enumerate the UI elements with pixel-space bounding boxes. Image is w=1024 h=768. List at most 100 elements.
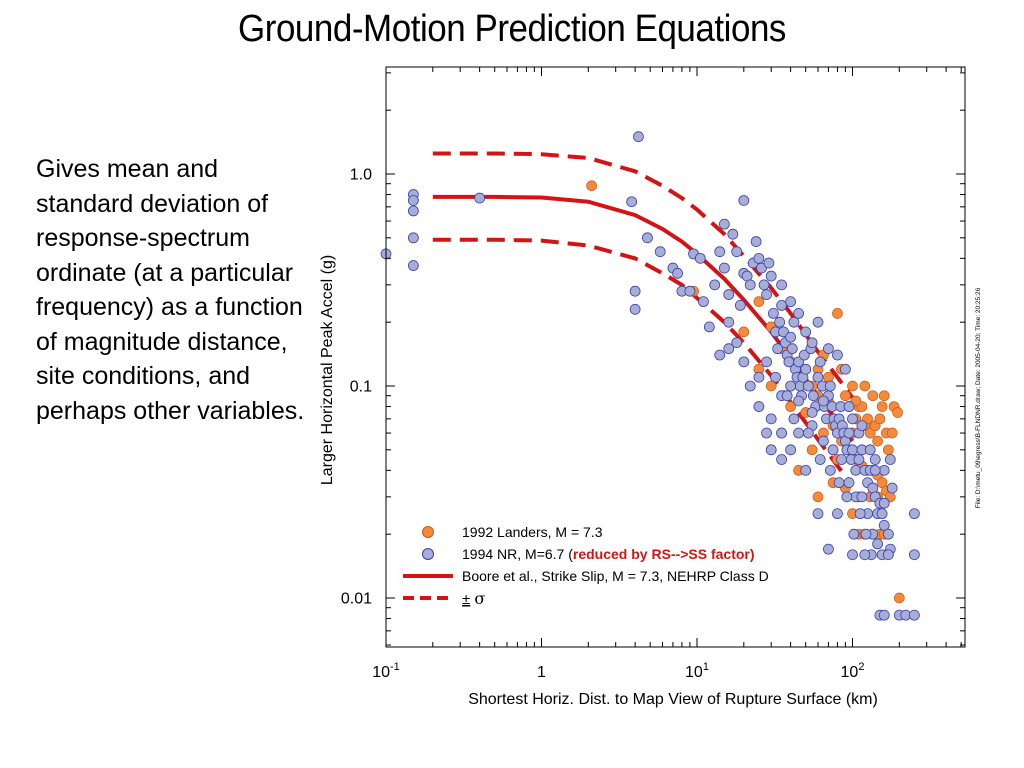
y-tick-label: 0.01: [341, 591, 372, 608]
nr-point: [793, 395, 804, 407]
nr-point: [878, 464, 890, 476]
landers-point: [859, 380, 871, 392]
landers-point: [882, 444, 894, 456]
x-tick-label: 10-1: [372, 661, 400, 681]
nr-point: [731, 337, 743, 349]
nr-point: [793, 356, 804, 368]
landers-point: [806, 444, 818, 456]
nr-point: [869, 454, 881, 465]
nr-point: [798, 349, 810, 361]
nr-point: [763, 257, 775, 269]
nr-point: [723, 316, 735, 328]
legend-sigma-symbol: σ: [474, 589, 485, 608]
nr-point: [884, 454, 896, 465]
x-tick-label-exponent: 1: [703, 661, 709, 673]
nr-point: [824, 464, 836, 476]
nr-point: [407, 205, 419, 217]
nr-point: [833, 477, 845, 489]
nr-point: [812, 316, 824, 328]
nr-point: [714, 349, 726, 361]
nr-point: [800, 326, 812, 338]
nr-point: [869, 464, 881, 476]
nr-point: [765, 270, 777, 282]
nr-point: [718, 262, 730, 274]
landers-point: [753, 296, 765, 307]
nr-point: [850, 464, 862, 476]
nr-point: [772, 343, 784, 355]
nr-point: [908, 609, 920, 621]
landers-point: [874, 413, 886, 425]
landers-point: [765, 380, 777, 392]
nr-point: [738, 356, 750, 368]
nr-point: [629, 285, 641, 297]
nr-point: [878, 520, 890, 531]
nr-point: [753, 371, 765, 383]
nr-point: [812, 371, 824, 383]
nr-point: [800, 464, 812, 476]
nr-point: [788, 316, 800, 328]
nr-point: [770, 371, 781, 383]
nr-point: [793, 427, 804, 439]
nr-point: [847, 413, 858, 425]
nr-point: [407, 260, 419, 271]
nr-point: [756, 262, 767, 274]
nr-point: [793, 308, 804, 319]
landers-point: [586, 180, 597, 192]
nr-point: [698, 296, 709, 308]
x-tick-label-base: 10: [372, 664, 390, 681]
nr-point: [788, 413, 800, 425]
nr-point: [744, 279, 756, 291]
x-tick-label-base: 1: [537, 664, 546, 681]
nr-point: [709, 279, 721, 291]
nr-point: [882, 528, 894, 540]
legend-nr-highlight: reduced by RS-->SS factor): [573, 546, 755, 562]
nr-point: [776, 279, 788, 291]
landers-point: [878, 390, 890, 402]
nr-point: [832, 508, 843, 520]
nr-point: [723, 289, 735, 300]
legend-nr-label: 1994 NR, M=6.7 (reduced by RS-->SS facto…: [462, 546, 755, 562]
nr-point: [864, 444, 876, 456]
nr-point: [843, 427, 855, 439]
legend-nr-marker: [422, 548, 434, 560]
nr-point: [785, 331, 797, 343]
nr-point: [878, 497, 890, 509]
nr-point: [776, 454, 788, 465]
nr-point: [860, 528, 872, 540]
nr-point: [847, 549, 858, 561]
nr-point: [843, 477, 855, 489]
landers-point: [886, 427, 898, 439]
legend-landers-marker: [422, 526, 434, 538]
landers-point: [847, 380, 858, 392]
nr-point: [694, 252, 706, 264]
landers-point: [892, 407, 903, 418]
data-points: [380, 131, 920, 621]
nr-point: [785, 380, 797, 392]
plot-frame: [385, 66, 966, 648]
landers-point: [876, 401, 888, 412]
legend: 1992 Landers, M = 7.3 1994 NR, M=6.7 (re…: [403, 524, 769, 608]
x-tick-label-base: 10: [841, 664, 859, 681]
nr-point: [832, 349, 843, 361]
landers-point: [785, 401, 796, 412]
nr-point: [765, 444, 777, 456]
nr-point: [753, 252, 765, 264]
x-tick-label-base: 10: [685, 664, 703, 681]
nr-point: [802, 427, 814, 439]
legend-boore-label: Boore et al., Strike Slip, M = 7.3, NEHR…: [462, 568, 769, 584]
nr-point: [908, 549, 920, 561]
x-axis-label: Shortest Horiz. Dist. to Map View of Rup…: [468, 691, 878, 708]
x-tick-label: 102: [841, 661, 865, 681]
nr-point: [629, 303, 641, 315]
nr-point: [774, 316, 786, 328]
nr-point: [684, 285, 696, 297]
slide-title: Ground-Motion Prediction Equations: [238, 8, 786, 50]
nr-point: [839, 363, 851, 375]
file-info-note: File: D:\metu_09\egress\B-FLNDNR.draw; D…: [975, 287, 982, 508]
nr-point: [806, 337, 818, 349]
nr-point: [814, 356, 826, 368]
nr-point: [886, 482, 898, 494]
nr-point: [847, 444, 858, 456]
nr-point: [843, 401, 855, 412]
